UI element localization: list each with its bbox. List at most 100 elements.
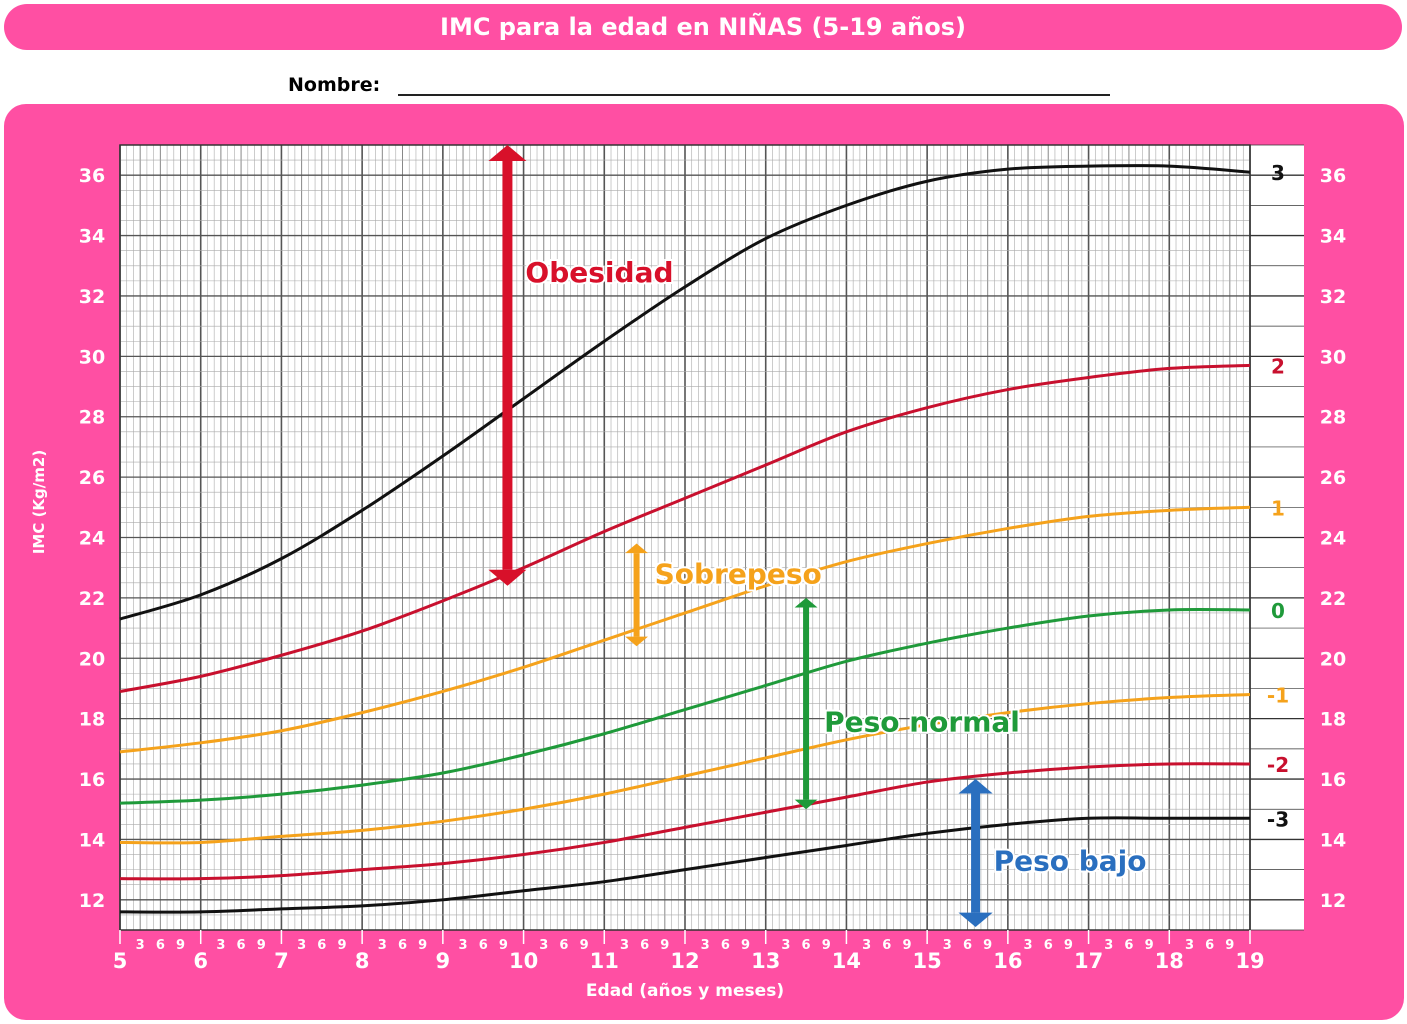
- x-month-label: 9: [1145, 938, 1154, 953]
- x-month-label: 9: [337, 938, 346, 953]
- zone-arrow-head-down: [625, 636, 648, 647]
- x-month-label: 6: [963, 938, 972, 953]
- x-month-label: 3: [216, 938, 225, 953]
- x-tick-label: 6: [193, 949, 208, 973]
- x-tick-label: 15: [913, 949, 942, 973]
- x-month-label: 6: [882, 938, 891, 953]
- series-lines: [119, 164, 1251, 914]
- x-tick-label: 11: [590, 949, 619, 973]
- x-tick-label: 16: [993, 949, 1022, 973]
- x-tick-label: 14: [832, 949, 861, 973]
- x-month-label: 3: [701, 938, 710, 953]
- x-month-label: 3: [1024, 938, 1033, 953]
- zone-arrow-head-up: [625, 543, 648, 554]
- x-month-label: 3: [378, 938, 387, 953]
- x-month-label: 9: [822, 938, 831, 953]
- series-label: 3: [1271, 161, 1285, 185]
- x-month-label: 6: [802, 938, 811, 953]
- y-axis-label: IMC (Kg/m2): [30, 450, 48, 554]
- x-month-label: 9: [580, 938, 589, 953]
- series-label: -3: [1267, 807, 1289, 831]
- x-month-label: 9: [983, 938, 992, 953]
- zone-label: Peso bajo: [994, 845, 1147, 878]
- x-month-label: 3: [862, 938, 871, 953]
- x-month-label: 6: [721, 938, 730, 953]
- x-month-label: 9: [1064, 938, 1073, 953]
- y-tick-label-left: 30: [79, 346, 105, 368]
- series-line-0: [119, 608, 1251, 805]
- zone-arrow-head-down: [488, 569, 527, 586]
- x-month-label: 6: [398, 938, 407, 953]
- zone-arrow-head-up: [958, 779, 993, 794]
- y-tick-label-right: 12: [1320, 890, 1346, 912]
- x-month-label: 3: [943, 938, 952, 953]
- y-tick-label-left: 36: [79, 165, 105, 187]
- series-labels: 3 2 1 0 -1 -2 -3: [1267, 161, 1289, 831]
- y-tick-label-left: 16: [79, 769, 105, 791]
- x-month-label: 9: [418, 938, 427, 953]
- zone-arrow-head-up: [794, 597, 818, 608]
- series-line-1: [119, 505, 1251, 754]
- y-tick-label-right: 22: [1320, 588, 1346, 610]
- x-month-label: 3: [136, 938, 145, 953]
- zone-label: Sobrepeso: [655, 558, 822, 591]
- x-month-label: 6: [1205, 938, 1214, 953]
- x-month-label: 3: [781, 938, 790, 953]
- zone-arrow-head-up: [488, 145, 527, 161]
- y-tick-label-left: 26: [79, 467, 105, 489]
- x-tick-label: 17: [1074, 949, 1103, 973]
- series-line--1: [119, 693, 1251, 845]
- x-month-label: 6: [317, 938, 326, 953]
- x-month-label: 9: [499, 938, 508, 953]
- name-underline: [398, 76, 1111, 96]
- y-tick-label-right: 36: [1320, 165, 1346, 187]
- zone-arrow-head-down: [794, 799, 818, 810]
- zone-arrow-head-down: [958, 912, 993, 927]
- name-label: Nombre:: [288, 74, 381, 96]
- series-line--2: [119, 762, 1251, 881]
- y-tick-label-left: 32: [79, 286, 105, 308]
- x-tick-label: 9: [436, 949, 451, 973]
- y-tick-label-right: 26: [1320, 467, 1346, 489]
- x-tick-label: 18: [1155, 949, 1184, 973]
- x-axis-ticks: 5 6 7 8 9 10 11 12 13 14 15 16 17 18 193 6 9 3 6 9 3 6 9 3 6 9 3 6 9…: [113, 930, 1265, 973]
- x-month-label: 3: [297, 938, 306, 953]
- y-tick-label-right: 30: [1320, 346, 1346, 368]
- series-line-2: [119, 363, 1251, 693]
- x-month-label: 9: [257, 938, 266, 953]
- x-month-label: 9: [176, 938, 185, 953]
- x-tick-label: 13: [751, 949, 780, 973]
- series-line-3: [119, 164, 1251, 621]
- x-month-label: 9: [1225, 938, 1234, 953]
- x-month-label: 6: [479, 938, 488, 953]
- x-month-label: 6: [1044, 938, 1053, 953]
- zone-label: Obesidad: [525, 256, 673, 289]
- zone-arrow-group: Peso bajo: [958, 779, 1149, 927]
- x-month-label: 3: [620, 938, 629, 953]
- series-label: 2: [1271, 354, 1285, 378]
- x-axis-label: Edad (años y meses): [586, 981, 784, 1001]
- grid-lines: [119, 144, 1304, 931]
- y-tick-label-left: 20: [79, 648, 105, 670]
- x-tick-label: 19: [1235, 949, 1264, 973]
- series-line--3: [119, 816, 1250, 914]
- series-label: 1: [1271, 496, 1285, 520]
- y-tick-label-left: 18: [79, 709, 105, 731]
- chart-title: IMC para la edad en NIÑAS (5-19 años): [440, 13, 966, 41]
- zone-arrow-group: Peso normal: [794, 597, 1022, 810]
- y-tick-label-left: 24: [79, 528, 105, 550]
- x-month-label: 6: [237, 938, 246, 953]
- chart-title-bar: IMC para la edad en NIÑAS (5-19 años): [4, 4, 1402, 50]
- x-month-label: 6: [640, 938, 649, 953]
- zone-arrow-group: Sobrepeso: [625, 543, 824, 647]
- y-tick-label-left: 22: [79, 588, 105, 610]
- y-tick-label-right: 14: [1320, 829, 1346, 851]
- y-tick-label-right: 32: [1320, 286, 1346, 308]
- y-tick-label-right: 34: [1320, 226, 1346, 248]
- x-month-label: 3: [459, 938, 468, 953]
- y-tick-label-right: 28: [1320, 407, 1346, 429]
- x-month-label: 3: [1185, 938, 1194, 953]
- x-tick-label: 8: [355, 949, 370, 973]
